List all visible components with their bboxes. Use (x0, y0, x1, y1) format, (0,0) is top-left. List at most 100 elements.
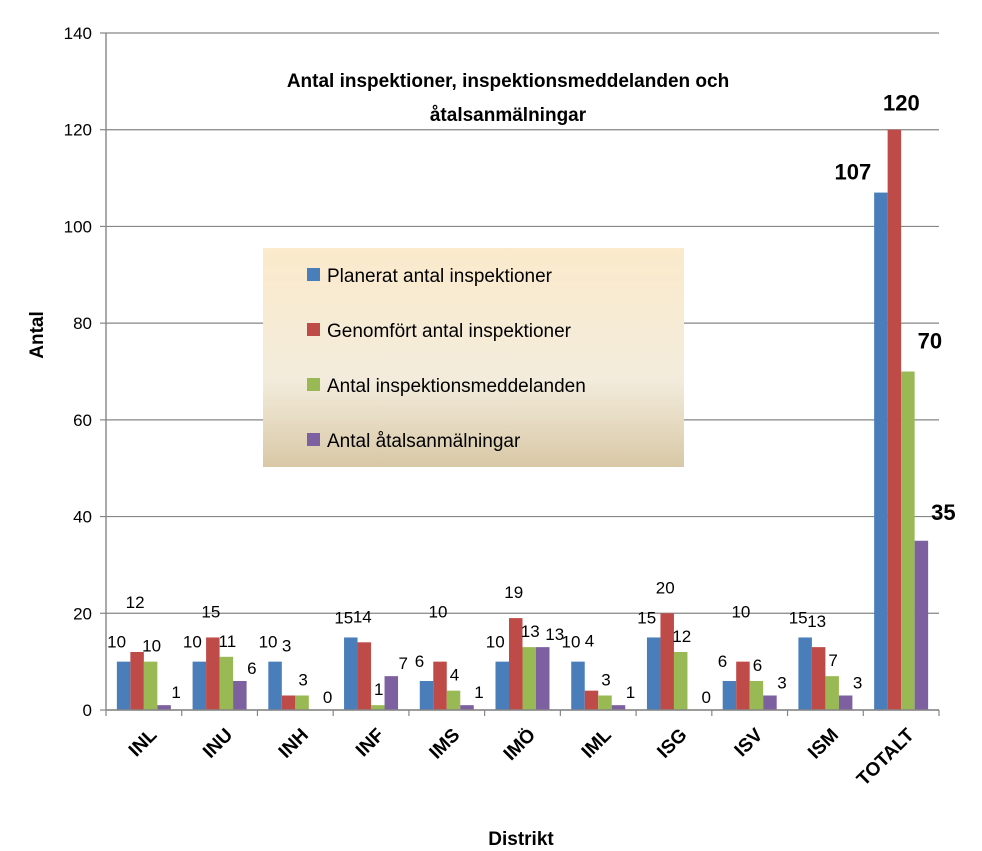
data-label-isg-series-3: 0 (701, 688, 710, 707)
data-label-totalt-series-1: 120 (883, 91, 920, 116)
data-label-ims-series-2: 4 (450, 666, 459, 685)
data-label-inu-series-1: 15 (201, 602, 220, 621)
legend-label-planerat: Planerat antal inspektioner (327, 266, 553, 287)
y-axis-title: Antal (27, 311, 48, 359)
data-label-inf-series-0: 15 (334, 608, 353, 627)
bar-isg-series-0 (646, 637, 661, 710)
legend-label-atalsanmalningar: Antal åtalsanmälningar (327, 431, 521, 452)
x-tick-labels: INL INU INH INF IMS IMÖ IML ISG ISV ISM TOTALT (125, 724, 919, 790)
bar-inh-series-1 (281, 695, 296, 710)
bar-totalt-series-1 (887, 129, 902, 710)
data-label-inf-series-2: 1 (374, 680, 383, 699)
bar-inl-series-3 (157, 705, 171, 710)
data-label-inu-series-3: 6 (247, 659, 256, 678)
bar-inl-series-1 (130, 651, 144, 710)
bars (116, 129, 929, 711)
y-tick-label-20: 20 (73, 604, 92, 623)
bar-iml-series-3 (611, 705, 626, 710)
bar-ims-series-1 (433, 661, 447, 710)
data-label-iml-series-0: 10 (562, 633, 581, 652)
bar-totalt-series-3 (914, 540, 929, 710)
bar-inl-series-2 (143, 661, 158, 710)
y-tick-label-60: 60 (73, 411, 92, 430)
data-label-ims-series-1: 10 (429, 603, 448, 622)
data-label-imö-series-3: 13 (545, 625, 564, 644)
legend-swatch-atalsanmalningar (307, 433, 320, 446)
data-label-ism-series-2: 7 (828, 651, 837, 670)
bar-ism-series-3 (838, 695, 853, 710)
bar-inf-series-2 (371, 705, 385, 710)
data-label-inl-series-0: 10 (107, 633, 126, 652)
x-axis-title: Distrikt (488, 829, 554, 850)
bar-totalt-series-0 (874, 192, 888, 711)
bar-inf-series-0 (344, 637, 358, 710)
y-tick-label-120: 120 (64, 121, 92, 140)
bar-ism-series-1 (811, 647, 826, 710)
bar-ims-series-0 (419, 680, 434, 710)
y-tick-label-0: 0 (83, 701, 92, 720)
y-tick-label-80: 80 (73, 314, 92, 333)
bar-iml-series-1 (584, 690, 599, 710)
data-label-iml-series-3: 1 (626, 683, 635, 702)
bar-imö-series-0 (495, 661, 509, 710)
data-label-isg-series-2: 12 (672, 627, 691, 646)
bar-totalt-series-2 (901, 371, 915, 710)
bar-ism-series-0 (798, 637, 812, 710)
x-tick-label-ims: IMS (426, 725, 465, 764)
data-label-isv-series-2: 6 (753, 656, 762, 675)
bar-inu-series-0 (192, 661, 207, 710)
bar-inf-series-1 (357, 642, 372, 710)
data-label-ism-series-3: 3 (853, 673, 862, 692)
bar-iml-series-0 (571, 661, 585, 710)
bar-inh-series-0 (268, 661, 282, 710)
data-label-inf-series-3: 7 (399, 654, 408, 673)
y-tick-label-40: 40 (73, 508, 92, 527)
data-label-inu-series-0: 10 (183, 633, 202, 652)
data-label-imö-series-0: 10 (486, 633, 505, 652)
x-tick-label-totalt: TOTALT (853, 724, 919, 790)
bar-imö-series-3 (536, 647, 550, 710)
legend-swatch-genomfort (307, 323, 320, 336)
data-label-isv-series-1: 10 (731, 603, 750, 622)
data-label-inl-series-2: 10 (142, 637, 161, 656)
x-tick-label-inh: INH (275, 725, 313, 763)
bar-isv-series-0 (722, 680, 737, 710)
y-tick-label-100: 100 (64, 217, 92, 236)
x-tick-label-imö: IMÖ (500, 725, 540, 765)
x-tick-label-inf: INF (352, 725, 388, 761)
bar-inf-series-3 (384, 676, 399, 710)
bar-isv-series-3 (763, 695, 777, 710)
bar-ism-series-2 (825, 676, 839, 710)
bar-isg-series-1 (660, 613, 674, 710)
chart-title-line-1: Antal inspektioner, inspektionsmeddeland… (287, 71, 729, 92)
x-tick-label-iml: IML (578, 724, 616, 762)
data-label-isv-series-0: 6 (718, 652, 727, 671)
bar-inh-series-2 (295, 695, 309, 710)
bar-iml-series-2 (598, 695, 612, 710)
bar-inu-series-1 (206, 637, 220, 710)
legend: Planerat antal inspektioner Genomfört an… (263, 248, 684, 467)
bar-inu-series-3 (233, 680, 247, 710)
data-label-iml-series-2: 3 (601, 670, 610, 689)
data-label-iml-series-1: 4 (585, 632, 594, 651)
data-label-inf-series-1: 14 (353, 607, 372, 626)
chart-title-line-2: åtalsanmälningar (430, 105, 587, 126)
data-label-imö-series-1: 19 (504, 583, 523, 602)
legend-swatch-meddelanden (307, 378, 320, 391)
data-label-inh-series-1: 3 (282, 636, 291, 655)
data-label-isv-series-3: 3 (777, 673, 786, 692)
data-label-ims-series-3: 1 (474, 683, 483, 702)
legend-label-genomfort: Genomfört antal inspektioner (327, 321, 572, 342)
bar-ims-series-2 (446, 690, 461, 710)
x-tick-label-isg: ISG (653, 725, 691, 763)
bar-isv-series-1 (736, 661, 750, 710)
y-tick-label-140: 140 (64, 24, 92, 43)
data-label-ism-series-1: 13 (807, 612, 826, 631)
data-label-inh-series-2: 3 (298, 670, 307, 689)
legend-label-meddelanden: Antal inspektionsmeddelanden (327, 376, 586, 397)
data-label-totalt-series-0: 107 (835, 160, 872, 185)
bar-inl-series-0 (116, 661, 131, 710)
axes (105, 33, 940, 716)
